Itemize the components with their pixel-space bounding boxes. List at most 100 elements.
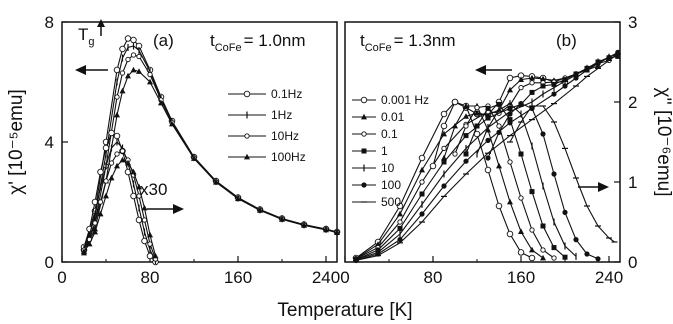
data-point xyxy=(540,254,546,261)
data-point xyxy=(463,123,469,129)
panel-b-ticks: 0 80 160 240 0 1 2 3 xyxy=(340,13,637,287)
data-point xyxy=(463,102,469,109)
data-point xyxy=(130,52,137,58)
data-point xyxy=(97,210,104,217)
data-point xyxy=(97,199,104,205)
data-point xyxy=(102,144,110,152)
data-point xyxy=(451,98,459,106)
data-point xyxy=(361,182,367,188)
data-point xyxy=(130,36,137,44)
data-point xyxy=(496,162,502,169)
panel-a-legend: 0.1Hz 1Hz 10Hz 100Hz xyxy=(228,87,306,164)
data-point xyxy=(147,78,153,85)
data-point xyxy=(158,99,164,106)
data-point xyxy=(113,132,121,140)
series-line-imag xyxy=(432,101,533,259)
tg-marker-arrow xyxy=(97,19,105,36)
panel-a-plot xyxy=(80,35,341,266)
data-point xyxy=(518,101,524,107)
legend-label: 10Hz xyxy=(271,129,299,143)
data-point xyxy=(573,75,579,81)
data-point xyxy=(529,227,535,233)
y-tick-label: 3 xyxy=(628,13,637,32)
x-tick-label: 240 xyxy=(312,268,340,287)
data-point xyxy=(108,160,115,166)
data-point xyxy=(551,255,557,261)
data-point xyxy=(441,130,447,137)
data-point xyxy=(441,145,447,152)
x-tick-label: 240 xyxy=(595,268,623,287)
data-point xyxy=(518,84,524,91)
data-point xyxy=(152,252,159,259)
left-axis-arrow xyxy=(75,65,108,75)
data-point xyxy=(92,220,98,226)
data-point xyxy=(562,254,568,260)
series-line-imag xyxy=(454,105,555,259)
x-tick-label: 0 xyxy=(340,268,349,287)
legend-label: 0.1Hz xyxy=(271,87,302,101)
series-line-imag xyxy=(83,141,156,261)
data-point xyxy=(463,151,469,157)
data-point xyxy=(595,61,601,67)
data-point xyxy=(397,219,403,225)
data-point xyxy=(540,223,546,229)
data-point xyxy=(86,240,93,247)
panel-a-thickness-t: t xyxy=(210,31,215,50)
data-point xyxy=(496,129,502,135)
data-point xyxy=(119,87,126,94)
y-axis-label-left: χ' [10⁻⁵emu] xyxy=(6,89,27,194)
data-point xyxy=(540,75,546,82)
data-point xyxy=(119,70,126,76)
data-point xyxy=(147,71,153,78)
data-point xyxy=(507,111,513,117)
data-point xyxy=(125,56,131,63)
data-point xyxy=(573,237,579,243)
data-point xyxy=(361,131,367,137)
panel-a-thickness: tCoFe = 1.0nm xyxy=(210,31,306,54)
data-point xyxy=(323,226,329,233)
legend-label: 0.1 xyxy=(381,127,398,141)
data-point xyxy=(485,115,491,121)
series-line-imag xyxy=(83,159,157,257)
data-point xyxy=(257,207,263,213)
left-axis-arrow-b xyxy=(475,65,512,75)
panel-b-label: (b) xyxy=(556,31,577,50)
data-point xyxy=(485,137,491,143)
data-point xyxy=(97,168,104,176)
data-point xyxy=(81,248,87,254)
data-point xyxy=(141,217,148,223)
data-point xyxy=(334,229,340,235)
x-tick-label: 0 xyxy=(57,268,66,287)
data-point xyxy=(429,162,437,170)
data-point xyxy=(136,53,142,60)
x-tick-label: 80 xyxy=(424,268,443,287)
data-point xyxy=(213,179,219,185)
x-tick-label: 80 xyxy=(141,268,160,287)
data-point xyxy=(243,90,251,98)
data-point xyxy=(518,76,524,82)
data-point xyxy=(119,45,126,53)
right-axis-arrow-a xyxy=(147,204,184,214)
data-point xyxy=(517,249,525,256)
data-point xyxy=(108,129,115,137)
y-axis-label-right: χ'' [10⁻⁶emu] xyxy=(653,87,673,196)
tg-label: Tg xyxy=(78,25,95,48)
legend-label: 100Hz xyxy=(271,150,306,164)
panel-a-thickness-value: = 1.0nm xyxy=(244,31,306,50)
data-point xyxy=(103,178,109,184)
legend-label: 500 xyxy=(381,195,401,209)
y-tick-label: 0 xyxy=(628,253,637,272)
data-point xyxy=(114,151,120,157)
data-point xyxy=(595,256,601,262)
data-point xyxy=(419,166,425,173)
data-point xyxy=(418,154,426,162)
data-point xyxy=(419,211,425,217)
panel-a-thickness-sub: CoFe xyxy=(215,42,242,54)
scale-note-x30: x30 xyxy=(140,180,167,199)
data-point xyxy=(518,195,524,201)
data-point xyxy=(551,245,557,251)
data-point xyxy=(147,231,153,238)
y-tick-label: 0 xyxy=(45,253,54,272)
data-point xyxy=(584,67,590,73)
data-point xyxy=(507,86,513,93)
